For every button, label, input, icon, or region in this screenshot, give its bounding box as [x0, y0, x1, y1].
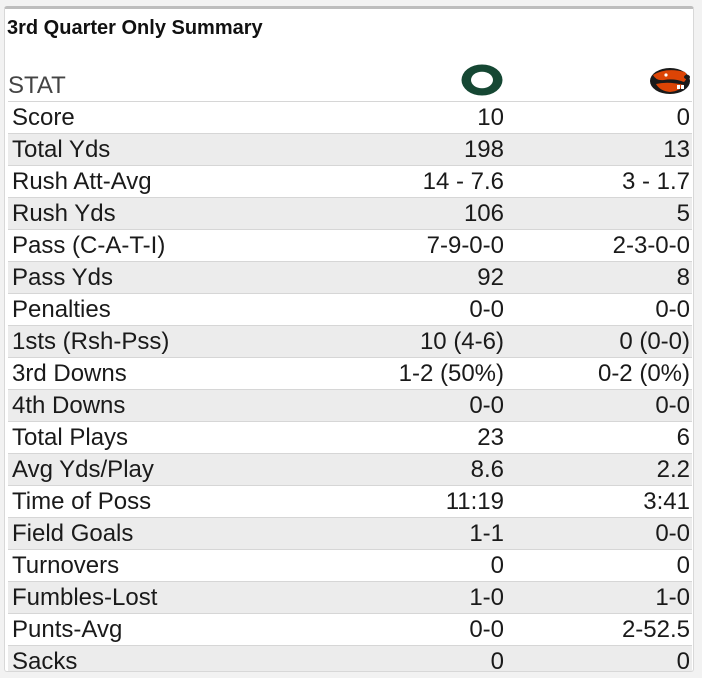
home-value: 0 — [328, 645, 506, 671]
home-value: 23 — [328, 421, 506, 454]
stat-label: Sacks — [8, 645, 328, 671]
stat-label: Pass Yds — [8, 261, 328, 294]
away-value: 2-52.5 — [506, 613, 692, 646]
away-value: 0-0 — [506, 517, 692, 550]
home-value: 0-0 — [328, 293, 506, 326]
stats-body: Score 10 0 Total Yds 198 13 Rush Att-Avg 14 -… — [8, 101, 692, 671]
away-value: 3:41 — [506, 485, 692, 518]
away-value: 3 - 1.7 — [506, 165, 692, 198]
table-row: Turnovers 0 0 — [8, 549, 692, 582]
oregon-o-icon — [458, 60, 506, 100]
away-value: 2-3-0-0 — [506, 229, 692, 262]
away-value: 0-0 — [506, 293, 692, 326]
stat-label: Time of Poss — [8, 485, 328, 518]
home-value: 0-0 — [328, 389, 506, 422]
home-value: 1-2 (50%) — [328, 357, 506, 390]
stats-table: STAT — [8, 57, 692, 671]
away-value: 0 — [506, 645, 692, 671]
beaver-head-icon — [644, 60, 692, 100]
home-value: 10 (4-6) — [328, 325, 506, 358]
home-value: 1-1 — [328, 517, 506, 550]
table-row: Rush Att-Avg 14 - 7.6 3 - 1.7 — [8, 165, 692, 198]
stat-label: Fumbles-Lost — [8, 581, 328, 614]
stat-label: Avg Yds/Play — [8, 453, 328, 486]
table-row: Time of Poss 11:19 3:41 — [8, 485, 692, 518]
table-row: Field Goals 1-1 0-0 — [8, 517, 692, 550]
table-row: Sacks 0 0 — [8, 645, 692, 671]
away-value: 5 — [506, 197, 692, 230]
stat-label: 4th Downs — [8, 389, 328, 422]
away-value: 6 — [506, 421, 692, 454]
away-value: 1-0 — [506, 581, 692, 614]
away-value: 0 — [506, 549, 692, 582]
home-value: 0 — [328, 549, 506, 582]
stat-label: Score — [8, 101, 328, 134]
away-team-header — [506, 57, 692, 102]
table-header-row: STAT — [8, 57, 692, 102]
away-value: 0 — [506, 101, 692, 134]
stat-label: Total Yds — [8, 133, 328, 166]
home-team-header — [328, 57, 506, 102]
summary-card: 3rd Quarter Only Summary STAT — [4, 6, 694, 672]
stat-label: Rush Yds — [8, 197, 328, 230]
summary-title: 3rd Quarter Only Summary — [7, 17, 263, 39]
table-row: 4th Downs 0-0 0-0 — [8, 389, 692, 422]
stat-label: 3rd Downs — [8, 357, 328, 390]
home-value: 198 — [328, 133, 506, 166]
home-value: 92 — [328, 261, 506, 294]
table-row: 1sts (Rsh-Pss) 10 (4-6) 0 (0-0) — [8, 325, 692, 358]
table-row: Fumbles-Lost 1-0 1-0 — [8, 581, 692, 614]
away-value: 0 (0-0) — [506, 325, 692, 358]
home-value: 1-0 — [328, 581, 506, 614]
home-value: 0-0 — [328, 613, 506, 646]
table-row: Rush Yds 106 5 — [8, 197, 692, 230]
stat-label: Rush Att-Avg — [8, 165, 328, 198]
table-row: Avg Yds/Play 8.6 2.2 — [8, 453, 692, 486]
table-row: Punts-Avg 0-0 2-52.5 — [8, 613, 692, 646]
table-row: 3rd Downs 1-2 (50%) 0-2 (0%) — [8, 357, 692, 390]
stat-label: Field Goals — [8, 517, 328, 550]
home-value: 10 — [328, 101, 506, 134]
table-row: Score 10 0 — [8, 101, 692, 134]
home-value: 106 — [328, 197, 506, 230]
away-value: 13 — [506, 133, 692, 166]
stat-label: Total Plays — [8, 421, 328, 454]
stat-label: Turnovers — [8, 549, 328, 582]
table-row: Penalties 0-0 0-0 — [8, 293, 692, 326]
away-value: 0-2 (0%) — [506, 357, 692, 390]
stat-label: Penalties — [8, 293, 328, 326]
home-value: 7-9-0-0 — [328, 229, 506, 262]
home-value: 8.6 — [328, 453, 506, 486]
stat-label: 1sts (Rsh-Pss) — [8, 325, 328, 358]
away-value: 8 — [506, 261, 692, 294]
stat-label: Pass (C-A-T-I) — [8, 229, 328, 262]
away-value: 0-0 — [506, 389, 692, 422]
home-value: 11:19 — [328, 485, 506, 518]
home-value: 14 - 7.6 — [328, 165, 506, 198]
table-row: Total Plays 23 6 — [8, 421, 692, 454]
table-row: Pass (C-A-T-I) 7-9-0-0 2-3-0-0 — [8, 229, 692, 262]
away-value: 2.2 — [506, 453, 692, 486]
table-row: Pass Yds 92 8 — [8, 261, 692, 294]
stat-column-header: STAT — [8, 57, 328, 102]
stat-label: Punts-Avg — [8, 613, 328, 646]
table-row: Total Yds 198 13 — [8, 133, 692, 166]
